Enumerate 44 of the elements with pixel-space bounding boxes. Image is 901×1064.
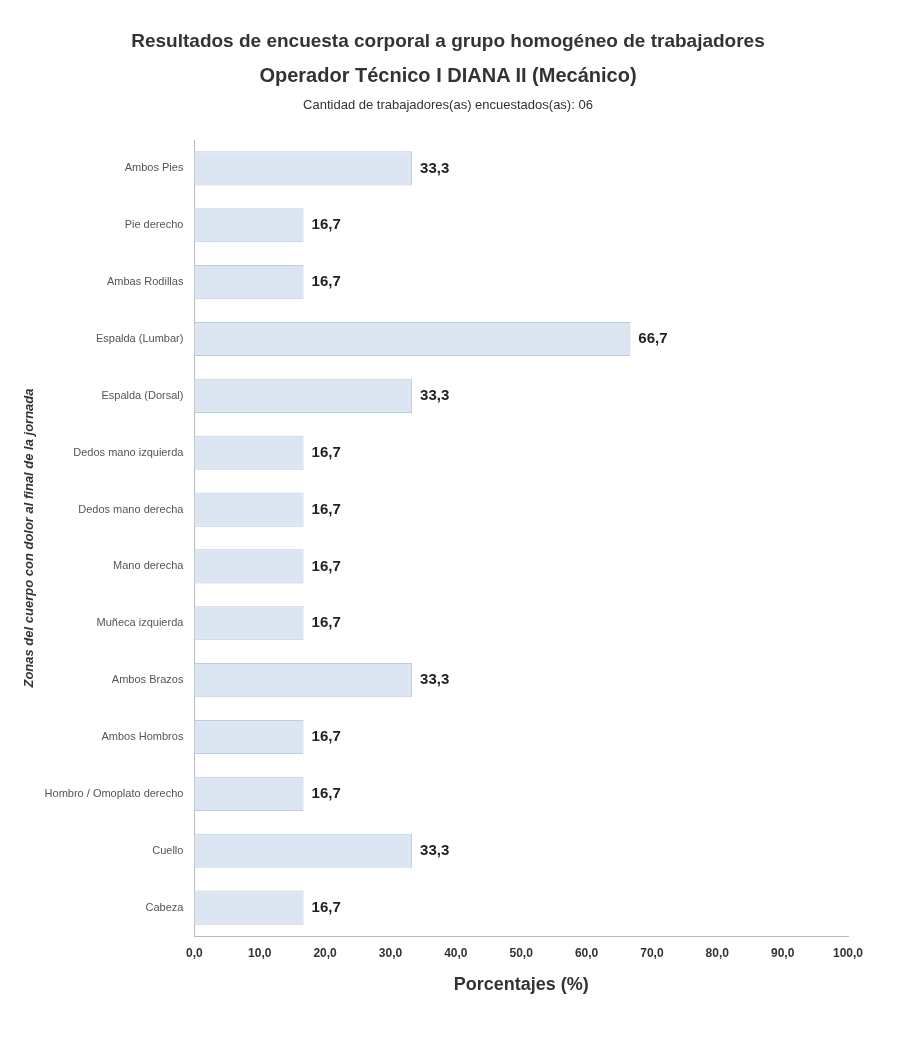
data-label: 33,3 xyxy=(420,670,450,688)
x-tick-label: 10,0 xyxy=(248,945,272,960)
y-tick-label: Mano derecha xyxy=(113,559,185,572)
x-tick-label: 80,0 xyxy=(705,945,730,960)
x-tick-label: 40,0 xyxy=(444,945,468,960)
x-tick-label: 30,0 xyxy=(378,945,403,960)
y-axis-title: Zonas del cuerpo con dolor al final de la jornada xyxy=(21,388,37,689)
x-tick-label: 100,0 xyxy=(832,945,864,960)
y-tick-label: Ambos Hombros xyxy=(101,730,184,743)
data-label: 16,7 xyxy=(311,272,341,290)
x-tick-label: 60,0 xyxy=(574,945,599,960)
y-tick-label: Ambos Brazos xyxy=(111,673,184,686)
data-label: 33,3 xyxy=(420,840,450,858)
y-tick-label: Cabeza xyxy=(145,900,185,913)
x-tick-label: 50,0 xyxy=(509,945,534,960)
x-tick-label: 70,0 xyxy=(640,945,664,960)
chart-subtitle: Operador Técnico I DIANA II (Mecánico) xyxy=(258,64,638,87)
y-tick-label: Ambos Pies xyxy=(124,161,184,174)
text: Cantidad de trabajadores(as) encuestados(as): 06 xyxy=(302,97,594,112)
y-tick-label: Pie derecho xyxy=(124,218,184,231)
y-tick-label: Cuello xyxy=(152,843,184,856)
data-label: 16,7 xyxy=(311,442,341,460)
y-tick-label: Hombro / Omoplato derecho xyxy=(44,786,184,799)
data-label: 16,7 xyxy=(311,727,341,745)
chart-title: Resultados de encuesta corporal a grupo homogéneo de trabajadores xyxy=(130,30,766,52)
data-label: 16,7 xyxy=(311,499,341,517)
y-tick-label: Espalda (Lumbar) xyxy=(95,332,184,345)
data-label: 33,3 xyxy=(420,386,450,403)
data-label: 66,7 xyxy=(638,329,668,347)
data-label: 16,7 xyxy=(311,613,341,631)
x-axis-title: Porcentajes (%) xyxy=(453,974,589,995)
y-tick-label: Ambas Rodillas xyxy=(106,275,184,288)
y-tick-label: Espalda (Dorsal) xyxy=(101,388,184,401)
data-label: 16,7 xyxy=(311,784,341,801)
y-tick-label: Dedos mano derecha xyxy=(78,502,185,515)
x-tick-label: 20,0 xyxy=(313,945,338,960)
y-tick-label: Muñeca izquierda xyxy=(96,616,185,629)
x-tick-label: 90,0 xyxy=(770,945,795,960)
x-tick-label: 0,0 xyxy=(186,945,204,960)
y-tick-label: Dedos mano izquierda xyxy=(73,445,185,458)
data-label: 16,7 xyxy=(311,556,341,574)
data-label: 16,7 xyxy=(311,897,341,915)
data-label: 16,7 xyxy=(311,215,341,233)
data-label: 33,3 xyxy=(420,158,450,176)
